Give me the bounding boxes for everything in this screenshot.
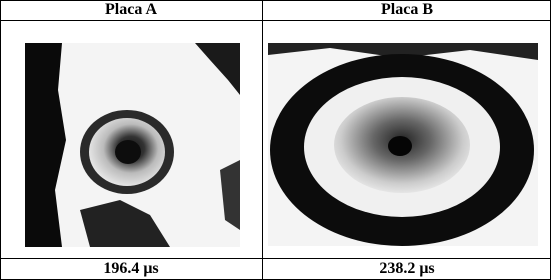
- header-cell: Placa B: [263, 0, 551, 20]
- footer-cell: 196.4 μs: [0, 259, 262, 279]
- table-grid: [0, 0, 551, 280]
- image-placa-b: [268, 43, 538, 246]
- image-placa-a: [25, 43, 240, 247]
- footer-cell: 238.2 μs: [263, 259, 551, 279]
- figure-table: Placa A Placa B 196.4 μs 238.2 μs: [0, 0, 551, 280]
- header-cell: Placa A: [0, 0, 262, 20]
